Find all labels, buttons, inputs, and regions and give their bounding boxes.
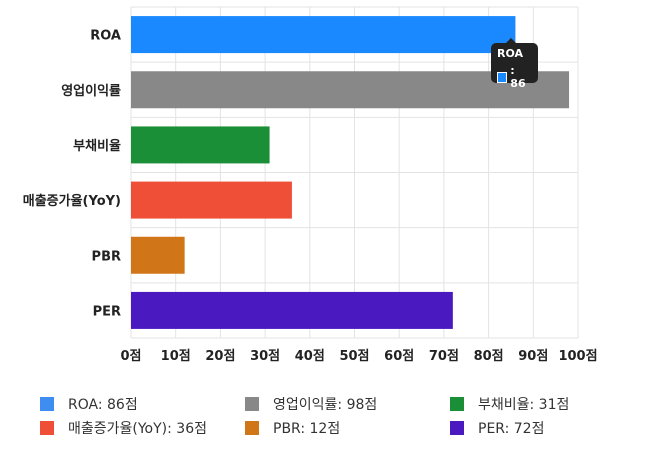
x-tick-label: 40점 (295, 349, 325, 364)
legend-label: 부채비율: 31점 (478, 397, 570, 413)
legend-item-roa[interactable]: ROA: 86점 (40, 394, 138, 414)
bar-2[interactable] (131, 126, 270, 164)
x-tick-label: 70점 (429, 349, 459, 364)
x-tick-label: 0점 (120, 349, 141, 364)
x-tick-label: 60점 (384, 349, 414, 364)
bar-3[interactable] (131, 181, 292, 219)
y-category-label: 영업이익률 (61, 83, 121, 99)
y-category-label: PER (93, 304, 121, 319)
legend-swatch (40, 397, 54, 411)
legend-label: 매출증가율(YoY): 36점 (68, 421, 207, 437)
legend-item-debt-ratio[interactable]: 부채비율: 31점 (450, 394, 569, 414)
legend-label: ROA: 86점 (68, 397, 138, 413)
x-tick-label: 30점 (250, 349, 280, 364)
tooltip-title: ROA (497, 47, 524, 60)
y-category-label: 매출증가율(YoY) (23, 193, 121, 209)
legend-swatch (450, 397, 464, 411)
legend-item-operating-margin[interactable]: 영업이익률: 98점 (245, 394, 377, 414)
legend-swatch (40, 421, 54, 435)
y-category-label: 부채비율 (73, 138, 121, 154)
y-category-label: PBR (92, 249, 121, 264)
tooltip-swatch (497, 71, 508, 83)
x-tick-label: 10점 (161, 349, 191, 364)
bar-4[interactable] (131, 236, 185, 274)
x-tick-label: 50점 (339, 349, 369, 364)
y-category-label: ROA (90, 29, 121, 44)
x-tick-label: 90점 (518, 349, 548, 364)
legend-swatch (245, 421, 259, 435)
legend-item-per[interactable]: PER: 72점 (450, 418, 544, 438)
legend-item-sales-growth[interactable]: 매출증가율(YoY): 36점 (40, 418, 207, 438)
legend-item-pbr[interactable]: PBR: 12점 (245, 418, 340, 438)
legend-swatch (245, 397, 259, 411)
tooltip-value: : 86 (510, 64, 526, 90)
bar-5[interactable] (131, 291, 453, 329)
legend-swatch (450, 421, 464, 435)
legend-label: PBR: 12점 (273, 421, 341, 437)
x-tick-label: 100점 (558, 349, 597, 364)
x-tick-label: 80점 (474, 349, 504, 364)
legend-label: PER: 72점 (478, 421, 545, 437)
legend-label: 영업이익률: 98점 (273, 397, 378, 413)
bar-chart: 0점 10점 20점 30점 40점 50점 60점 70점 80점 90점 100점 ROA 영업이익… (23, 6, 598, 364)
bar-0[interactable] (131, 16, 516, 54)
tooltip: ROA : 86 (491, 38, 538, 90)
x-tick-label: 20점 (205, 349, 235, 364)
